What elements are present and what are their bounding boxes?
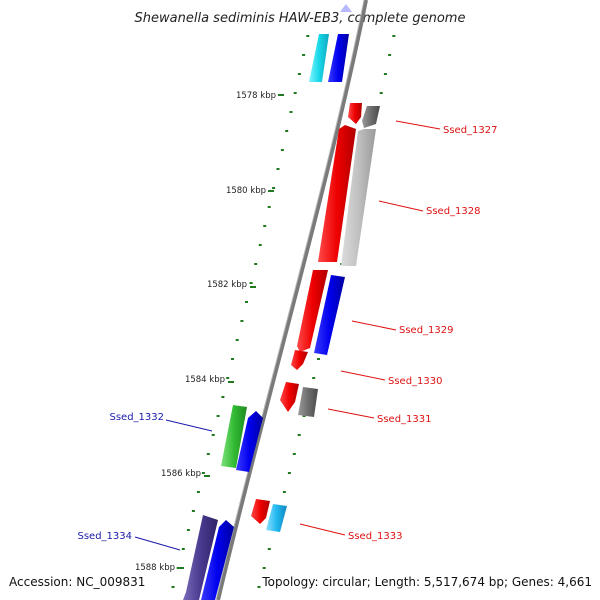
gene-cyan-top[interactable] xyxy=(309,34,329,82)
gene-ssed-1329[interactable] xyxy=(297,270,328,352)
gene-label-ssed-1329[interactable]: Ssed_1329 xyxy=(399,325,454,336)
gene-blue-1334[interactable] xyxy=(201,520,234,600)
callout-line-1331 xyxy=(327,408,375,419)
genome-backbone xyxy=(216,0,368,600)
gene-cyan-1333[interactable] xyxy=(266,504,287,532)
gene-label-ssed-1332[interactable]: Ssed_1332 xyxy=(109,412,164,423)
gene-label-ssed-1330[interactable]: Ssed_1330 xyxy=(388,376,443,387)
callout-line-1333 xyxy=(299,523,346,536)
callout-line-1334 xyxy=(134,536,181,551)
gene-ssed-1333[interactable] xyxy=(251,499,270,524)
gene-blue-1329[interactable] xyxy=(314,275,345,355)
map-title: Shewanella sediminis HAW-EB3, complete g… xyxy=(135,11,466,26)
gene-label-ssed-1331[interactable]: Ssed_1331 xyxy=(377,414,432,425)
scale-label-1582: 1582 kbp xyxy=(207,280,247,290)
gene-ssed-1331[interactable] xyxy=(280,382,299,412)
callout-line-1332 xyxy=(165,419,213,432)
gene-label-ssed-1333[interactable]: Ssed_1333 xyxy=(348,531,403,542)
gene-labels: Ssed_1327 Ssed_1328 Ssed_1329 Ssed_1330 … xyxy=(77,125,497,542)
callout-line-1330 xyxy=(340,370,386,381)
gene-label-ssed-1328[interactable]: Ssed_1328 xyxy=(426,206,481,217)
accession-text: Accession: NC_009831 xyxy=(9,575,145,589)
gene-ssed-1334[interactable] xyxy=(183,515,218,600)
gene-grey-1331[interactable] xyxy=(298,387,318,417)
genome-backbone-highlight xyxy=(215,0,365,600)
scale-label-1584: 1584 kbp xyxy=(185,375,225,385)
gene-grey-1327[interactable] xyxy=(362,106,380,128)
gene-ssed-1328[interactable] xyxy=(318,125,356,262)
scale-label-1578: 1578 kbp xyxy=(236,91,276,101)
gene-blue-1332[interactable] xyxy=(236,411,263,472)
gene-ssed-1330[interactable] xyxy=(291,350,308,370)
scale-label-1580: 1580 kbp xyxy=(226,186,266,196)
gene-label-ssed-1327[interactable]: Ssed_1327 xyxy=(443,125,498,136)
gene-arrow-top[interactable] xyxy=(340,4,352,12)
gene-light-1328[interactable] xyxy=(341,129,376,266)
scale-label-1586: 1586 kbp xyxy=(161,469,201,479)
callout-lines xyxy=(134,120,441,551)
gene-blue-top[interactable] xyxy=(328,34,349,82)
gene-label-ssed-1334[interactable]: Ssed_1334 xyxy=(77,531,132,542)
callout-line-1329 xyxy=(351,320,397,331)
scale-labels: 1578 kbp 1580 kbp 1582 kbp 1584 kbp 1586… xyxy=(135,91,284,573)
callout-line-1328 xyxy=(378,200,424,212)
scale-label-1588: 1588 kbp xyxy=(135,563,175,573)
scale-ticks xyxy=(171,35,396,588)
summary-text: Topology: circular; Length: 5,517,674 bp… xyxy=(261,575,592,589)
gene-ssed-1332[interactable] xyxy=(221,405,247,468)
gene-ssed-1327[interactable] xyxy=(348,103,362,124)
callout-line-1327 xyxy=(395,120,441,130)
